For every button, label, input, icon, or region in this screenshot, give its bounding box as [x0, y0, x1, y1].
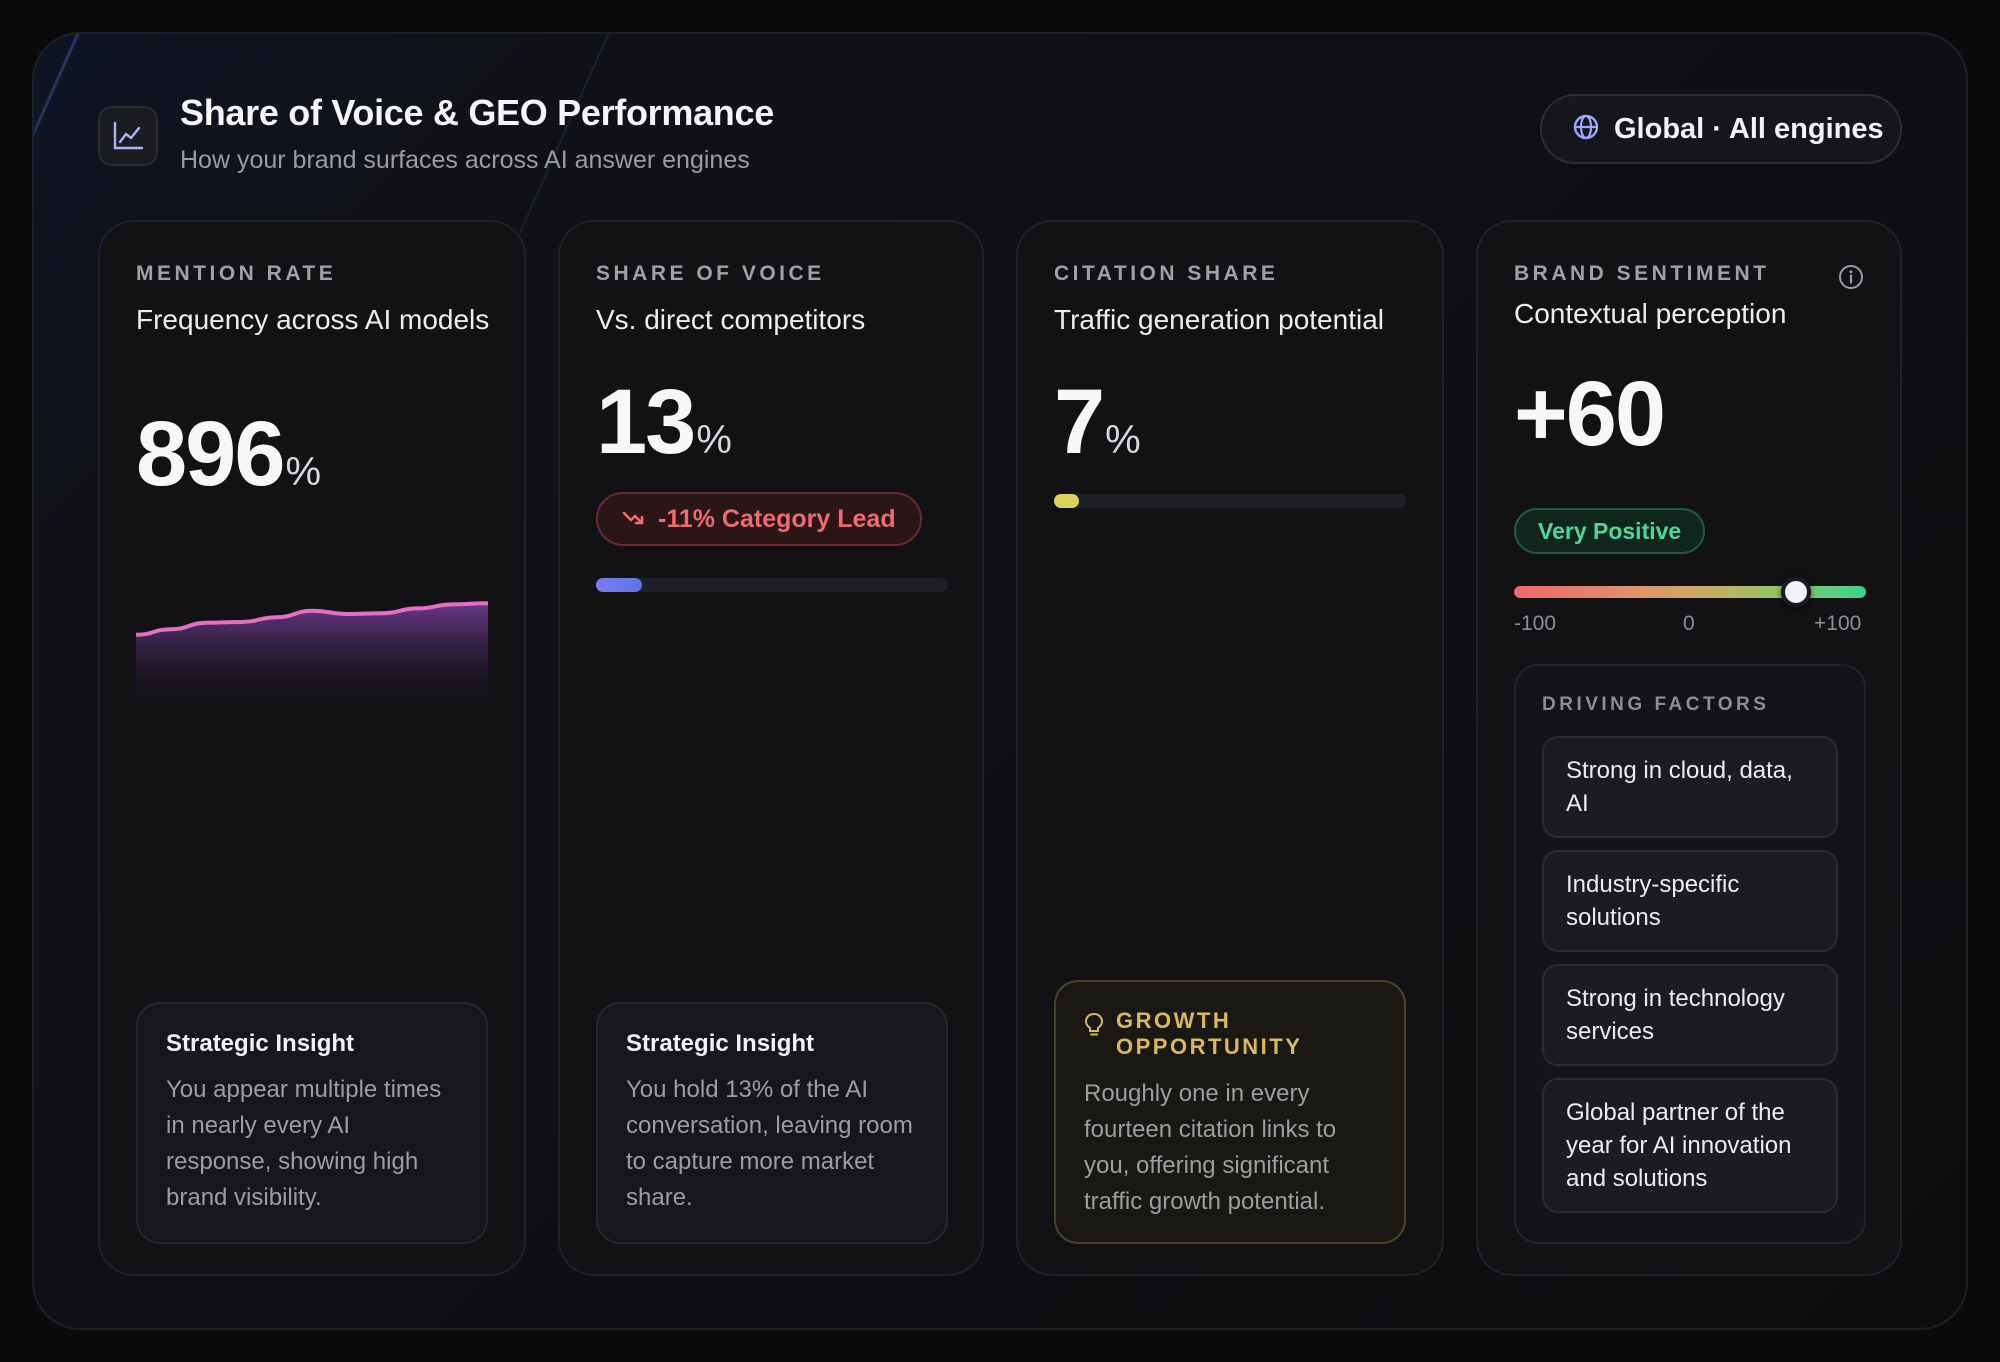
- metric-unit: %: [285, 450, 322, 494]
- citation-share-card: CITATION SHARE Traffic generation potent…: [1016, 220, 1444, 1276]
- page-subtitle: How your brand surfaces across AI answer…: [180, 146, 750, 174]
- growth-title: GROWTH OPPORTUNITY: [1116, 1008, 1303, 1059]
- growth-body: Roughly one in every fourteen citation l…: [1084, 1080, 1337, 1215]
- citation-share-value: 7%: [1054, 370, 1141, 475]
- card-eyebrow: MENTION RATE: [136, 262, 337, 285]
- card-eyebrow: CITATION SHARE: [1054, 262, 1279, 285]
- sentiment-badge: Very Positive: [1514, 508, 1706, 554]
- share-of-voice-value: 13%: [596, 370, 732, 475]
- driving-factors: DRIVING FACTORS Strong in cloud, data, A…: [1514, 664, 1866, 1244]
- metric-value: 7: [1054, 371, 1105, 473]
- strategic-insight: Strategic Insight You hold 13% of the AI…: [596, 1002, 948, 1244]
- mention-sparkline: [136, 601, 488, 702]
- globe-icon: [1572, 113, 1600, 146]
- sentiment-score: +60: [1514, 363, 1666, 465]
- info-icon[interactable]: [1838, 264, 1864, 295]
- delta-label: -11% Category Lead: [658, 504, 896, 533]
- card-subtitle: Contextual perception: [1514, 298, 1787, 329]
- share-of-voice-card: SHARE OF VOICE Vs. direct competitors 13…: [558, 220, 984, 1276]
- card-eyebrow: SHARE OF VOICE: [596, 262, 825, 285]
- card-subtitle: Frequency across AI models: [136, 304, 490, 335]
- scope-label: Global · All engines: [1614, 112, 1884, 145]
- driving-factor-item: Global partner of the year for AI innova…: [1542, 1078, 1838, 1213]
- trend-down-icon: [622, 505, 646, 534]
- driving-factor-item: Strong in cloud, data, AI: [1542, 736, 1838, 838]
- line-chart-icon: [98, 106, 158, 166]
- metric-value: 896: [136, 403, 285, 505]
- metric-unit: %: [1105, 418, 1141, 462]
- metric-value: 13: [596, 371, 696, 473]
- metric-unit: %: [696, 418, 732, 462]
- insight-title: Strategic Insight: [166, 1030, 355, 1057]
- insight-title: Strategic Insight: [626, 1030, 815, 1057]
- scale-mid-label: 0: [1683, 612, 1695, 635]
- sentiment-slider-thumb[interactable]: [1780, 577, 1811, 607]
- sparkline-area: [136, 603, 488, 702]
- scope-selector-button[interactable]: Global · All engines: [1540, 94, 1902, 164]
- mention-rate-card: MENTION RATE Frequency across AI models …: [98, 220, 526, 1276]
- scale-min-label: -100: [1514, 612, 1557, 635]
- driving-factor-item: Strong in technology services: [1542, 964, 1838, 1066]
- insight-body: You appear multiple times in nearly ever…: [166, 1076, 442, 1211]
- sparkline-line: [136, 601, 488, 637]
- category-lead-badge: -11% Category Lead: [596, 492, 922, 546]
- share-of-voice-bar: [596, 578, 948, 592]
- citation-share-bar: [1054, 494, 1406, 508]
- driving-factors-title: DRIVING FACTORS: [1542, 694, 1770, 715]
- share-of-voice-bar-fill: [596, 578, 642, 592]
- citation-share-bar-fill: [1054, 494, 1079, 508]
- strategic-insight: Strategic Insight You appear multiple ti…: [136, 1002, 488, 1244]
- mention-rate-value: 896%: [136, 402, 321, 507]
- brand-sentiment-card: BRAND SENTIMENT Contextual perception +6…: [1476, 220, 1902, 1276]
- scale-max-label: +100: [1814, 612, 1862, 635]
- insight-body: You hold 13% of the AI conversation, lea…: [626, 1076, 913, 1211]
- growth-opportunity: GROWTH OPPORTUNITY Roughly one in every …: [1054, 980, 1406, 1244]
- decorative-streak: [34, 34, 97, 818]
- card-subtitle: Traffic generation potential: [1054, 304, 1384, 335]
- card-subtitle: Vs. direct competitors: [596, 304, 866, 335]
- sentiment-slider: [1514, 577, 1866, 607]
- card-eyebrow: BRAND SENTIMENT: [1514, 262, 1770, 285]
- lightbulb-icon: [1084, 1012, 1104, 1043]
- page-title: Share of Voice & GEO Performance: [180, 92, 774, 133]
- driving-factor-item: Industry-specific solutions: [1542, 850, 1838, 952]
